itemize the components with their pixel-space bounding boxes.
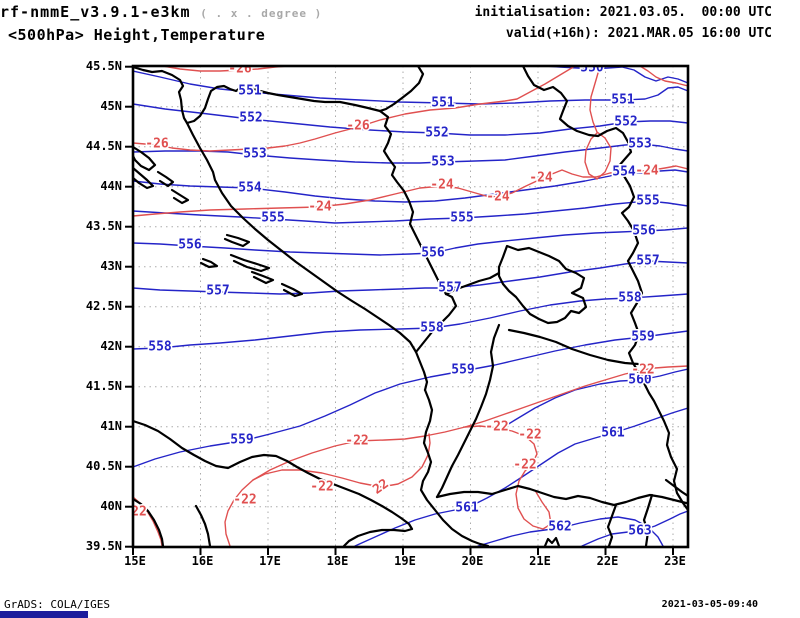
svg-text:561: 561: [455, 501, 479, 516]
svg-text:45.5N: 45.5N: [86, 59, 122, 73]
bottom-bar: [0, 611, 88, 618]
svg-text:21E: 21E: [529, 554, 551, 568]
svg-text:17E: 17E: [259, 554, 281, 568]
svg-text:-26: -26: [346, 119, 370, 134]
svg-text:550: 550: [580, 61, 604, 76]
field-title: <500hPa> Height,Temperature: [8, 26, 266, 44]
svg-text:553: 553: [431, 155, 454, 170]
grid-resolution-note: ( . x . degree ): [200, 7, 323, 20]
creation-timestamp: 2021-03-05-09:40: [661, 599, 758, 610]
svg-text:42.5N: 42.5N: [86, 299, 122, 313]
svg-text:557: 557: [438, 281, 461, 296]
svg-text:556: 556: [421, 246, 445, 261]
svg-text:553: 553: [628, 137, 651, 152]
svg-text:41.5N: 41.5N: [86, 379, 122, 393]
svg-text:-22: -22: [513, 458, 536, 473]
initialisation-time: initialisation: 2021.03.05. 00:00 UTC: [474, 5, 772, 20]
svg-text:559: 559: [631, 330, 654, 345]
svg-text:23E: 23E: [664, 554, 686, 568]
svg-text:-24: -24: [529, 171, 553, 186]
svg-text:-24: -24: [430, 178, 454, 193]
svg-text:44N: 44N: [100, 179, 122, 193]
svg-text:563: 563: [628, 524, 651, 539]
svg-text:-22: -22: [345, 434, 368, 449]
svg-text:-24: -24: [486, 190, 510, 205]
svg-text:22: 22: [131, 505, 147, 520]
svg-text:557: 557: [636, 254, 659, 269]
header-left: rf-nmmE_v3.9.1-e3km ( . x . degree ): [0, 2, 322, 21]
grads-credit: GrADS: COLA/IGES: [4, 598, 110, 611]
svg-text:556: 556: [632, 224, 656, 239]
svg-text:15E: 15E: [124, 554, 146, 568]
svg-text:-22: -22: [485, 420, 508, 435]
svg-text:561: 561: [601, 426, 625, 441]
svg-text:559: 559: [451, 363, 474, 378]
svg-text:551: 551: [611, 93, 635, 108]
svg-text:-22: -22: [631, 363, 654, 378]
valid-time: valid(+16h): 2021.MAR.05 16:00 UTC: [505, 26, 772, 41]
svg-text:43N: 43N: [100, 259, 122, 273]
svg-text:557: 557: [206, 284, 229, 299]
svg-text:-22: -22: [518, 428, 541, 443]
svg-text:551: 551: [431, 96, 455, 111]
svg-text:558: 558: [148, 340, 172, 355]
model-title: rf-nmmE_v3.9.1-e3km: [0, 3, 191, 21]
svg-text:22: 22: [370, 476, 391, 497]
svg-text:16E: 16E: [192, 554, 214, 568]
svg-text:554: 554: [612, 165, 636, 180]
svg-text:558: 558: [618, 291, 642, 306]
svg-text:558: 558: [420, 321, 444, 336]
svg-text:555: 555: [636, 194, 659, 209]
svg-text:560: 560: [628, 373, 652, 388]
header-right: initialisation: 2021.03.05. 00:00 UTC va…: [475, 2, 772, 44]
svg-text:43.5N: 43.5N: [86, 219, 122, 233]
svg-text:-24: -24: [635, 164, 659, 179]
svg-text:44.5N: 44.5N: [86, 139, 122, 153]
svg-text:22E: 22E: [597, 554, 619, 568]
svg-text:551: 551: [238, 84, 262, 99]
svg-text:555: 555: [450, 211, 473, 226]
svg-text:553: 553: [243, 147, 266, 162]
svg-text:554: 554: [238, 181, 262, 196]
svg-text:41N: 41N: [100, 419, 122, 433]
svg-text:39.5N: 39.5N: [86, 539, 122, 553]
svg-text:-22: -22: [310, 480, 333, 495]
svg-text:-26: -26: [145, 137, 169, 152]
svg-text:-22: -22: [233, 493, 256, 508]
svg-text:20E: 20E: [462, 554, 484, 568]
svg-text:45N: 45N: [100, 99, 122, 113]
svg-text:40N: 40N: [100, 499, 122, 513]
svg-text:562: 562: [548, 520, 571, 535]
svg-text:42N: 42N: [100, 339, 122, 353]
svg-text:555: 555: [261, 211, 284, 226]
svg-text:552: 552: [425, 126, 448, 141]
svg-text:559: 559: [230, 433, 253, 448]
svg-text:18E: 18E: [327, 554, 349, 568]
svg-text:552: 552: [614, 115, 637, 130]
svg-text:552: 552: [239, 111, 262, 126]
svg-text:556: 556: [178, 238, 202, 253]
svg-text:40.5N: 40.5N: [86, 459, 122, 473]
svg-text:-26: -26: [228, 62, 252, 77]
svg-text:-24: -24: [308, 200, 332, 215]
svg-text:19E: 19E: [394, 554, 416, 568]
